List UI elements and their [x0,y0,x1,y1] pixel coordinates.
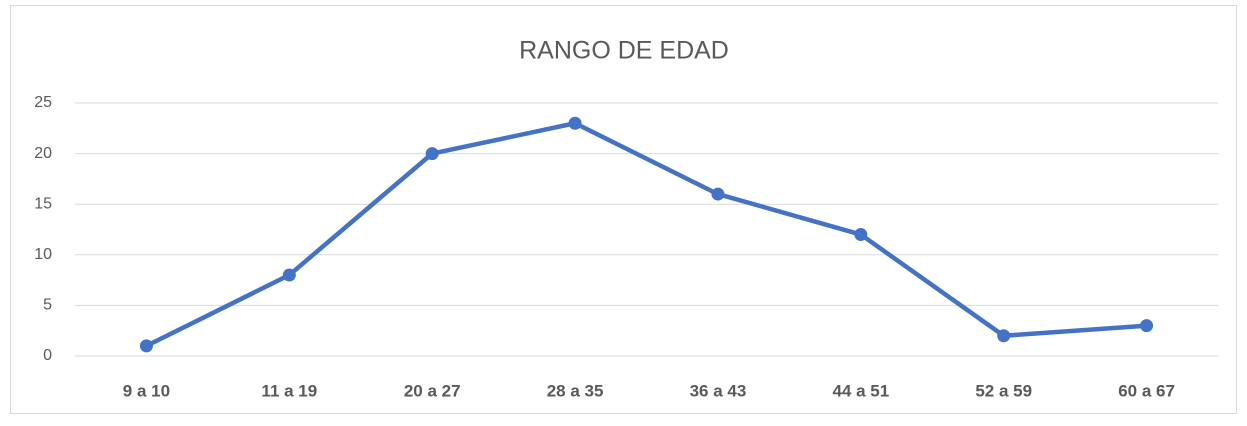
x-tick-label: 60 a 67 [1118,381,1175,400]
x-tick-label: 44 a 51 [832,381,889,400]
x-tick-label: 28 a 35 [547,381,604,400]
y-tick-label: 25 [34,94,52,111]
y-tick-label: 5 [43,297,52,314]
data-point [425,147,439,161]
y-tick-label: 0 [43,347,52,364]
x-tick-label: 20 a 27 [404,381,461,400]
x-tick-label: 11 a 19 [261,381,317,400]
data-point [854,228,868,242]
data-point [1140,319,1154,333]
chart-title: RANGO DE EDAD [519,37,729,65]
x-tick-label: 36 a 43 [690,381,747,400]
data-point [711,187,725,201]
y-tick-label: 15 [34,195,52,212]
y-tick-label: 10 [34,246,52,263]
y-tick-label: 20 [34,145,52,162]
x-tick-label: 52 a 59 [975,381,1032,400]
data-point [997,329,1011,343]
line-series [145,120,1147,348]
data-point [568,116,582,130]
chart-border [10,5,1237,414]
data-point [282,268,296,282]
x-tick-label: 9 a 10 [123,381,170,400]
data-point [139,339,153,353]
